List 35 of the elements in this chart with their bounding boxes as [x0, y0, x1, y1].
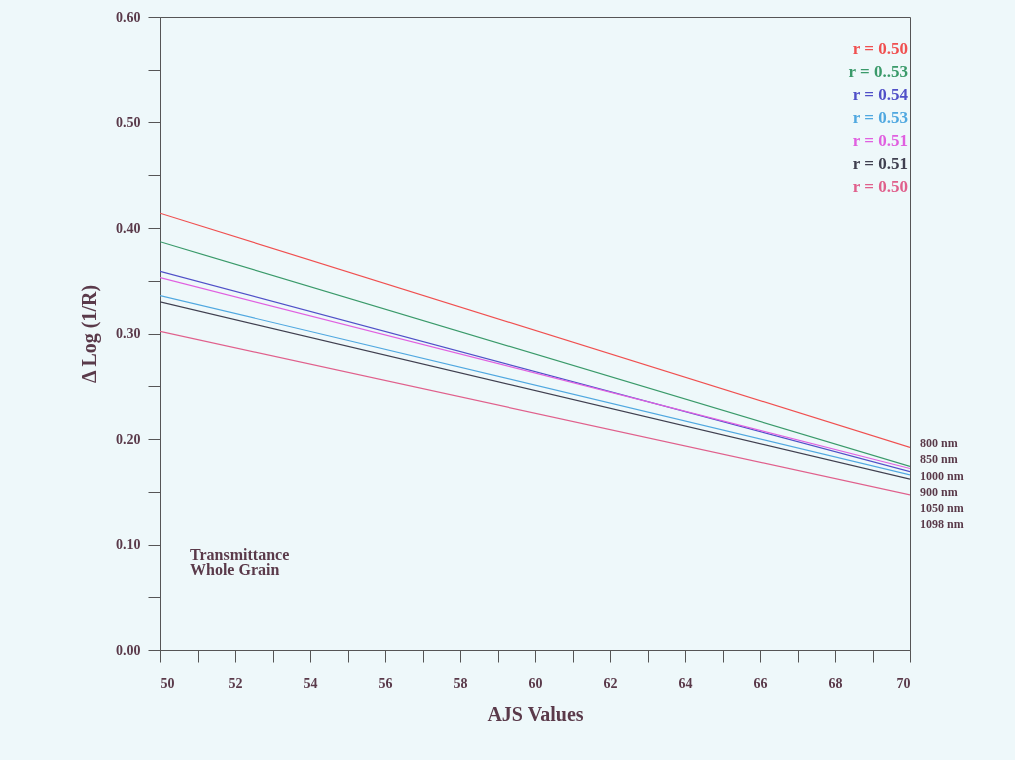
x-tick-label: 66 [753, 675, 768, 691]
y-tick-label: 0.50 [116, 115, 141, 130]
text: r = 0.51 [852, 154, 908, 174]
annotation: Transmittance [190, 545, 290, 563]
x-tick-label: 56 [378, 675, 393, 691]
x-tick-label: 62 [603, 675, 618, 691]
x-tick-label: 70 [896, 675, 911, 691]
x-tick-label: 50 [160, 675, 175, 691]
text: 800 nm [920, 436, 958, 451]
text: 1000 nm [920, 468, 964, 483]
text: r = 0.53 [852, 108, 908, 127]
x-tick-label: 54 [303, 675, 318, 691]
y-tick-label: 0.30 [116, 326, 141, 341]
text: r = 0.50 [852, 177, 908, 197]
x-tick-label: 68 [828, 675, 843, 691]
y-tick-label: 0.10 [116, 537, 141, 552]
y-tick-label: 0.00 [116, 642, 141, 658]
text: 1098 nm [920, 517, 964, 532]
text: 1050 nm [920, 501, 964, 516]
x-tick-label: 58 [453, 675, 468, 691]
y-tick-label: 0.20 [116, 431, 141, 447]
x-tick-label: 52 [228, 675, 243, 691]
text: r = 0.54 [852, 84, 909, 104]
x-tick-label: 60 [528, 675, 543, 691]
text: r = 0..53 [848, 61, 908, 81]
text: 850 nm [920, 452, 958, 467]
x-tick-label: 64 [678, 675, 693, 691]
y-tick-label: 0.60 [116, 9, 141, 25]
text: 900 nm [920, 484, 958, 499]
text: r = 0.50 [852, 38, 908, 58]
x-axis-title: AJS Values [487, 702, 584, 725]
y-tick-label: 0.40 [116, 220, 141, 236]
y-axis-title: Δ Log (1/R) [78, 284, 101, 384]
annotation: Whole Grain [190, 561, 280, 579]
text: r = 0.51 [852, 131, 908, 151]
